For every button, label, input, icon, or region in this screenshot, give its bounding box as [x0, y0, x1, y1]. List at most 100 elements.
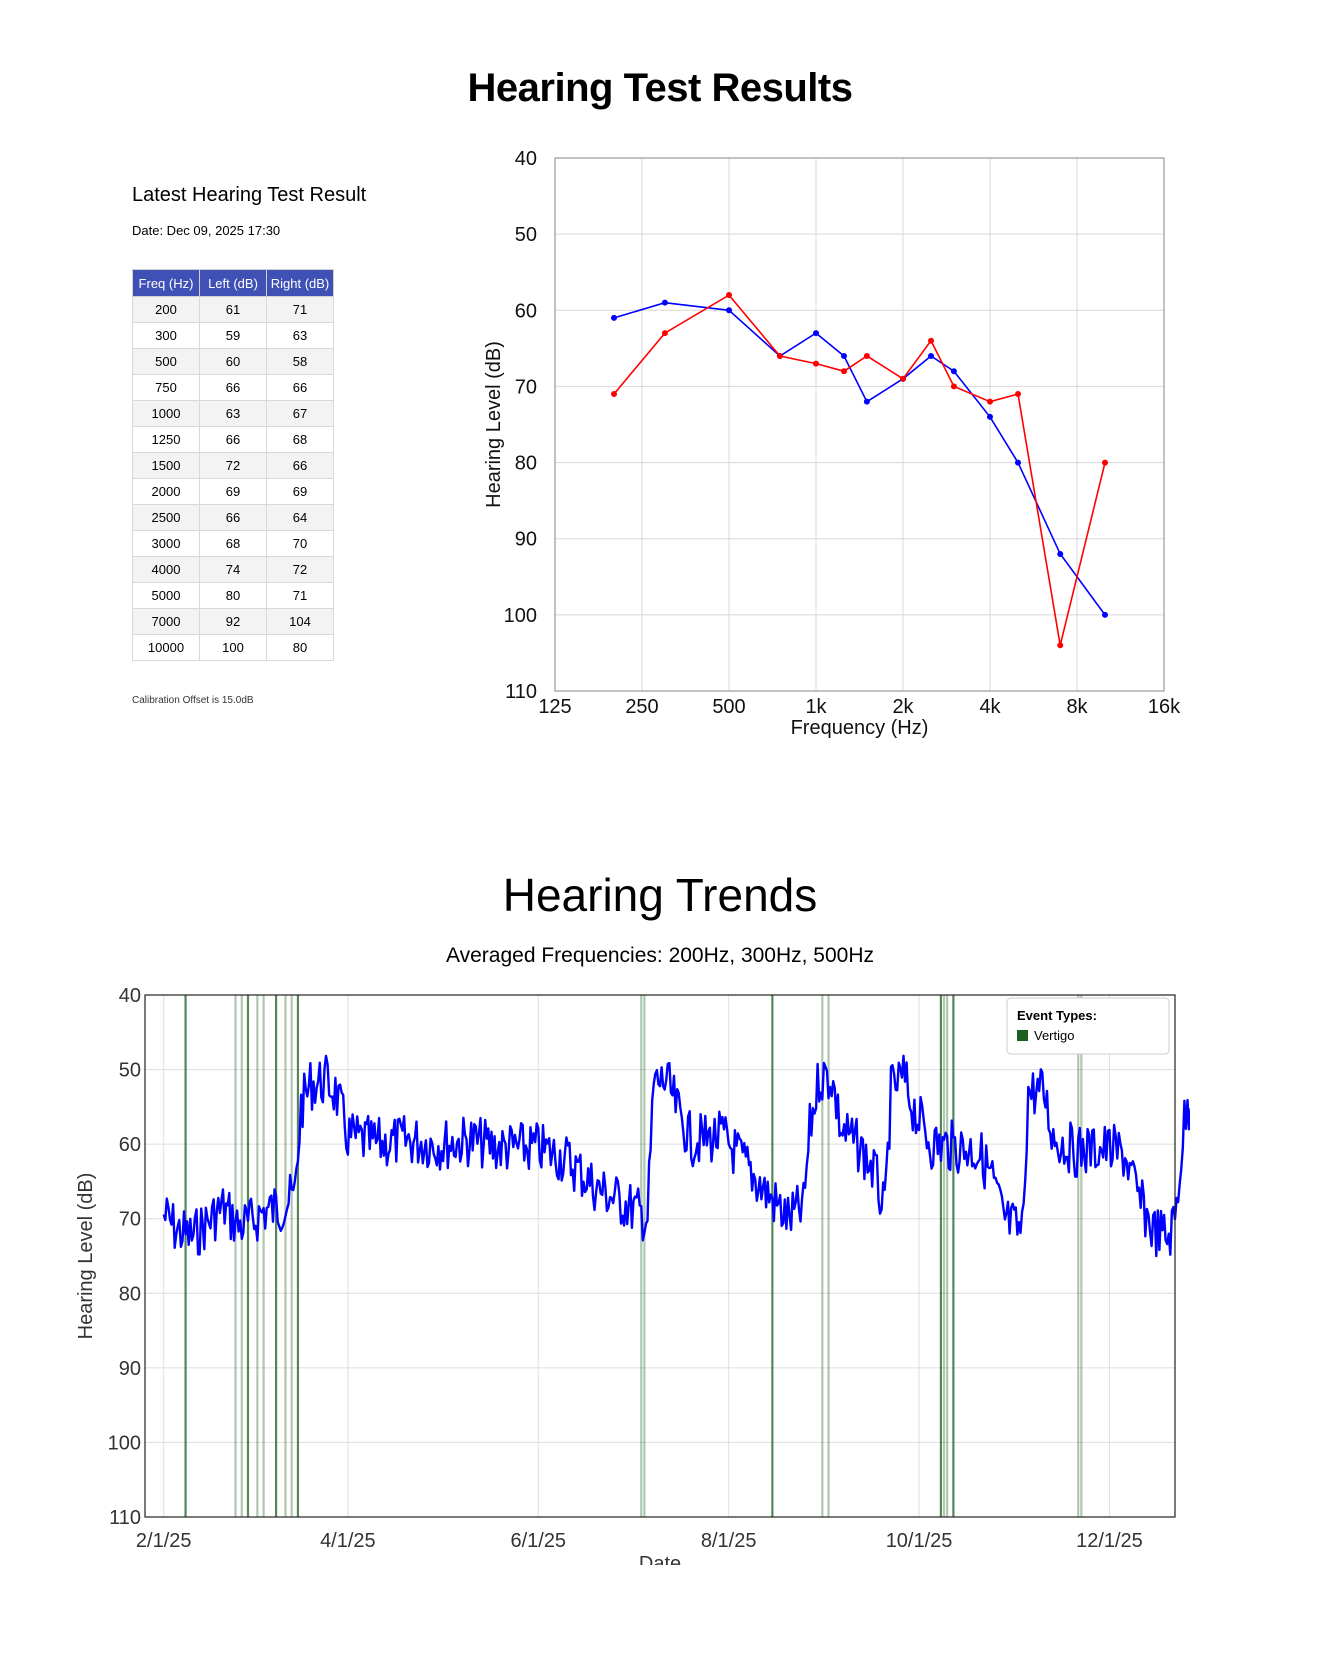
y-axis-label: Hearing Level (dB) [483, 341, 505, 508]
table-row: 3000 68 70 [132, 530, 334, 557]
cell-left: 66 [199, 504, 267, 531]
data-point [776, 352, 783, 359]
cell-frequency: 500 [132, 348, 200, 375]
legend-title: Event Types: [1017, 1008, 1097, 1023]
column-header-right: Right (dB) [266, 269, 334, 297]
cell-right: 66 [266, 452, 334, 479]
y-tick-label: 80 [515, 453, 537, 475]
data-point [900, 375, 906, 382]
cell-right: 68 [266, 426, 334, 453]
table-row: 5000 80 71 [132, 582, 334, 609]
data-point [841, 352, 848, 359]
cell-right: 69 [266, 478, 334, 505]
x-tick-label: 500 [712, 696, 745, 718]
y-tick-label: 80 [119, 1283, 141, 1305]
table-row: 4000 74 72 [132, 556, 334, 583]
legend-item-vertigo: Vertigo [1034, 1028, 1074, 1043]
cell-right: 63 [266, 322, 334, 349]
column-header-frequency: Freq (Hz) [132, 269, 200, 297]
table-row: 300 59 63 [132, 322, 334, 349]
cell-right: 66 [266, 374, 334, 401]
table-row: 1500 72 66 [132, 452, 334, 479]
data-point [1015, 459, 1022, 466]
column-header-left: Left (dB) [199, 269, 267, 297]
cell-left: 61 [199, 296, 267, 323]
trends-title: Hearing Trends [502, 869, 818, 921]
trend-chart: 2/1/25 4/1/25 6/1/25 8/1/25 10/1/25 12/1/25 40… [75, 985, 1190, 1565]
x-tick-label: 4k [979, 696, 1001, 718]
table-row: 500 60 58 [132, 348, 334, 375]
table-row: 2500 66 64 [132, 504, 334, 531]
x-tick-label: 8k [1066, 696, 1088, 718]
cell-frequency: 5000 [132, 582, 200, 609]
data-point [928, 337, 935, 344]
data-point [1102, 459, 1109, 466]
data-point [950, 383, 957, 390]
latest-result-title: Latest Hearing Test Result [132, 184, 367, 206]
cell-frequency: 750 [132, 374, 200, 401]
y-tick-label: 50 [515, 224, 537, 246]
x-tick-label: 12/1/25 [1076, 1530, 1143, 1552]
data-point [726, 307, 732, 314]
cell-left: 60 [199, 348, 267, 375]
y-tick-label: 110 [505, 681, 537, 703]
cell-left: 66 [199, 374, 267, 401]
x-tick-label: 250 [625, 696, 658, 718]
cell-left: 59 [199, 322, 267, 349]
cell-frequency: 3000 [132, 530, 200, 557]
cell-right: 72 [266, 556, 334, 583]
data-point [610, 391, 617, 398]
results-table: Freq (Hz) Left (dB) Right (dB) 200 61 71 30… [132, 269, 334, 661]
cell-left: 100 [199, 634, 267, 661]
x-axis-label: Date [639, 1553, 681, 1565]
data-point [813, 330, 819, 337]
x-tick-label: 4/1/25 [320, 1530, 376, 1552]
cell-frequency: 300 [132, 322, 200, 349]
cell-frequency: 2000 [132, 478, 200, 505]
cell-right: 71 [266, 582, 334, 609]
y-tick-label: 60 [119, 1134, 141, 1156]
x-tick-label: 2k [892, 696, 914, 718]
results-table-body: 200 61 71 300 59 63 500 60 58 750 66 66 1000 63 67 1250… [132, 296, 334, 661]
cell-frequency: 200 [132, 296, 200, 323]
data-point [841, 368, 848, 375]
y-tick-label: 110 [109, 1507, 141, 1529]
x-tick-label: 1k [805, 696, 827, 718]
cell-frequency: 7000 [132, 608, 200, 635]
data-point [726, 292, 732, 299]
y-tick-label: 70 [515, 376, 537, 398]
data-point [610, 314, 617, 321]
data-point [950, 368, 957, 375]
cell-right: 71 [266, 296, 334, 323]
hearing-level-line [162, 1054, 1190, 1258]
cell-frequency: 10000 [132, 634, 200, 661]
table-row: 10000 100 80 [132, 634, 334, 661]
data-point [661, 299, 668, 306]
cell-left: 68 [199, 530, 267, 557]
cell-left: 74 [199, 556, 267, 583]
x-axis-label: Frequency (Hz) [791, 717, 929, 739]
table-row: 1000 63 67 [132, 400, 334, 427]
plot-frame [554, 157, 1165, 692]
table-row: 1250 66 68 [132, 426, 334, 453]
table-row: 2000 69 69 [132, 478, 334, 505]
y-axis-label: Hearing Level (dB) [75, 1173, 97, 1340]
cell-frequency: 1500 [132, 452, 200, 479]
series-line-left [613, 301, 1106, 616]
cell-left: 69 [199, 478, 267, 505]
cell-left: 80 [199, 582, 267, 609]
x-tick-label: 2/1/25 [136, 1530, 192, 1552]
data-point [1057, 642, 1064, 649]
data-point [1015, 391, 1022, 398]
legend-box [1006, 997, 1170, 1055]
cell-frequency: 1250 [132, 426, 200, 453]
y-tick-label: 50 [119, 1060, 141, 1082]
cell-right: 104 [266, 608, 334, 635]
data-point [1057, 550, 1064, 557]
x-tick-label: 16k [1148, 696, 1181, 718]
x-tick-label: 125 [538, 696, 571, 718]
plot-frame [144, 994, 1176, 1518]
x-tick-label: 10/1/25 [886, 1530, 953, 1552]
cell-left: 66 [199, 426, 267, 453]
legend: Event Types: Vertigo [1006, 997, 1170, 1055]
